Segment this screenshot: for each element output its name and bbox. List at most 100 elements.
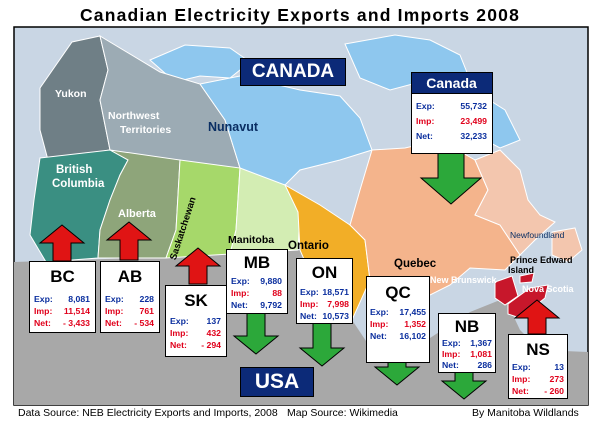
qc-imp-row: Imp: 1,352 (370, 319, 426, 330)
net-label: Net: (512, 386, 529, 396)
nunavut-label: Nunavut (208, 120, 258, 134)
sk-box: SK Exp: 137 Imp: 432 Net: - 294 (165, 285, 227, 357)
canada-summary-box: Canada Exp: 55,732 Imp: 23,499 Net: 32,2… (410, 71, 493, 154)
imp-label: Imp: (300, 299, 319, 309)
sk-arrow-up-icon (174, 247, 222, 285)
on-exp-value: 18,571 (322, 287, 349, 297)
exp-label: Exp: (416, 101, 435, 111)
mb-abbr: MB (243, 253, 271, 272)
on-box: ON Exp: 18,571 Imp: 7,998 Net: 10,573 (296, 258, 353, 324)
nwt-label-line1: Northwest (108, 110, 160, 122)
canada-banner: CANADA (240, 58, 346, 86)
bc-net-row: Net: - 3,433 (34, 318, 90, 329)
ns-net-row: Net: - 260 (512, 386, 564, 397)
quebec-label: Quebec (394, 258, 437, 270)
net-label: Net: (416, 131, 433, 141)
sk-imp-row: Imp: 432 (170, 328, 221, 339)
imp-label: Imp: (34, 306, 53, 316)
mb-exp-value: 9,880 (260, 276, 282, 286)
ab-exp-row: Exp: 228 (105, 294, 154, 305)
net-label: Net: (105, 318, 122, 328)
bc-imp-row: Imp: 11,514 (34, 306, 90, 317)
imp-label: Imp: (170, 328, 189, 338)
mb-exp-row: Exp: 9,880 (231, 276, 282, 287)
nb-imp-row: Imp: 1,081 (442, 349, 492, 360)
bc-net-value: - 3,433 (62, 318, 90, 328)
bc-label-line1: British (56, 164, 93, 176)
sk-abbr: SK (184, 291, 208, 310)
canada-net-value: 32,233 (460, 131, 487, 141)
ab-abbr: AB (117, 267, 143, 286)
ns-exp-value: 13 (554, 362, 564, 372)
mb-net-value: 9,792 (260, 300, 282, 310)
nova-scotia-label: Nova Scotia (522, 284, 574, 294)
bc-exp-row: Exp: 8,081 (34, 294, 90, 305)
bc-abbr: BC (50, 267, 75, 286)
qc-box: QC Exp: 17,455 Imp: 1,352 Net: 16,102 (366, 276, 430, 363)
newfoundland-label: Newfoundland (510, 230, 565, 240)
quebec-region (349, 139, 521, 321)
canada-summary-header: Canada (410, 71, 493, 94)
canada-imp-row: Imp: 23,499 (416, 116, 487, 127)
nwt-label-line2: Territories (120, 124, 172, 136)
on-abbr: ON (311, 263, 338, 282)
qc-imp-value: 1,352 (404, 319, 426, 329)
canada-arrow-down-icon (419, 151, 483, 205)
qc-net-value: 16,102 (399, 331, 426, 341)
imp-label: Imp: (231, 288, 250, 298)
sk-net-row: Net: - 294 (170, 340, 221, 351)
canada-net-row: Net: 32,233 (416, 131, 487, 142)
canada-imp-value: 23,499 (460, 116, 487, 126)
qc-exp-row: Exp: 17,455 (370, 307, 426, 318)
map-title: Canadian Electricity Exports and Imports… (79, 5, 521, 25)
ns-abbr: NS (526, 340, 550, 359)
credit-text: By Manitoba Wildlands (472, 407, 579, 419)
ns-exp-row: Exp: 13 (512, 362, 564, 373)
nb-box: NB Exp: 1,367 Imp: 1,081 Net: 286 (438, 313, 496, 373)
on-arrow-down-icon (298, 321, 346, 367)
yukon-label: Yukon (55, 88, 87, 100)
ab-net-row: Net: - 534 (105, 318, 154, 329)
qc-net-row: Net: 16,102 (370, 331, 426, 342)
sk-net-value: - 294 (201, 340, 221, 350)
canada-exp-value: 55,732 (460, 101, 487, 111)
imp-label: Imp: (105, 306, 124, 316)
exp-label: Exp: (442, 338, 461, 348)
net-label: Net: (442, 360, 459, 370)
exp-label: Exp: (231, 276, 250, 286)
nb-imp-value: 1,081 (470, 349, 492, 359)
imp-label: Imp: (512, 374, 531, 384)
ns-imp-row: Imp: 273 (512, 374, 564, 385)
net-label: Net: (370, 331, 387, 341)
ns-net-value: - 260 (544, 386, 564, 396)
nb-net-row: Net: 286 (442, 360, 492, 371)
ab-exp-value: 228 (139, 294, 155, 304)
new-brunswick-label: New Brunswick (430, 275, 497, 285)
sk-exp-value: 137 (206, 316, 222, 326)
pei-label-line2: Island (508, 265, 535, 275)
net-label: Net: (231, 300, 248, 310)
sk-exp-row: Exp: 137 (170, 316, 221, 327)
ns-imp-value: 273 (549, 374, 565, 384)
mb-arrow-down-icon (232, 311, 280, 355)
ab-arrow-up-icon (105, 221, 153, 261)
mb-net-row: Net: 9,792 (231, 300, 282, 311)
ab-imp-value: 761 (139, 306, 155, 316)
on-imp-row: Imp: 7,998 (300, 299, 349, 310)
ab-box: AB Exp: 228 Imp: 761 Net: - 534 (100, 261, 160, 333)
imp-label: Imp: (442, 349, 461, 359)
nova-scotia-region (507, 284, 549, 319)
ns-box: NS Exp: 13 Imp: 273 Net: - 260 (508, 334, 568, 399)
on-exp-row: Exp: 18,571 (300, 287, 349, 298)
bc-label-line2: Columbia (52, 178, 105, 190)
imp-label: Imp: (370, 319, 389, 329)
nb-net-value: 286 (477, 360, 493, 370)
net-label: Net: (300, 311, 317, 321)
ab-net-value: - 534 (134, 318, 154, 328)
bc-exp-value: 8,081 (68, 294, 90, 304)
qc-exp-value: 17,455 (399, 307, 426, 317)
ab-imp-row: Imp: 761 (105, 306, 154, 317)
on-net-row: Net: 10,573 (300, 311, 349, 322)
exp-label: Exp: (512, 362, 531, 372)
mb-box: MB Exp: 9,880 Imp: 88 Net: 9,792 (226, 249, 288, 314)
